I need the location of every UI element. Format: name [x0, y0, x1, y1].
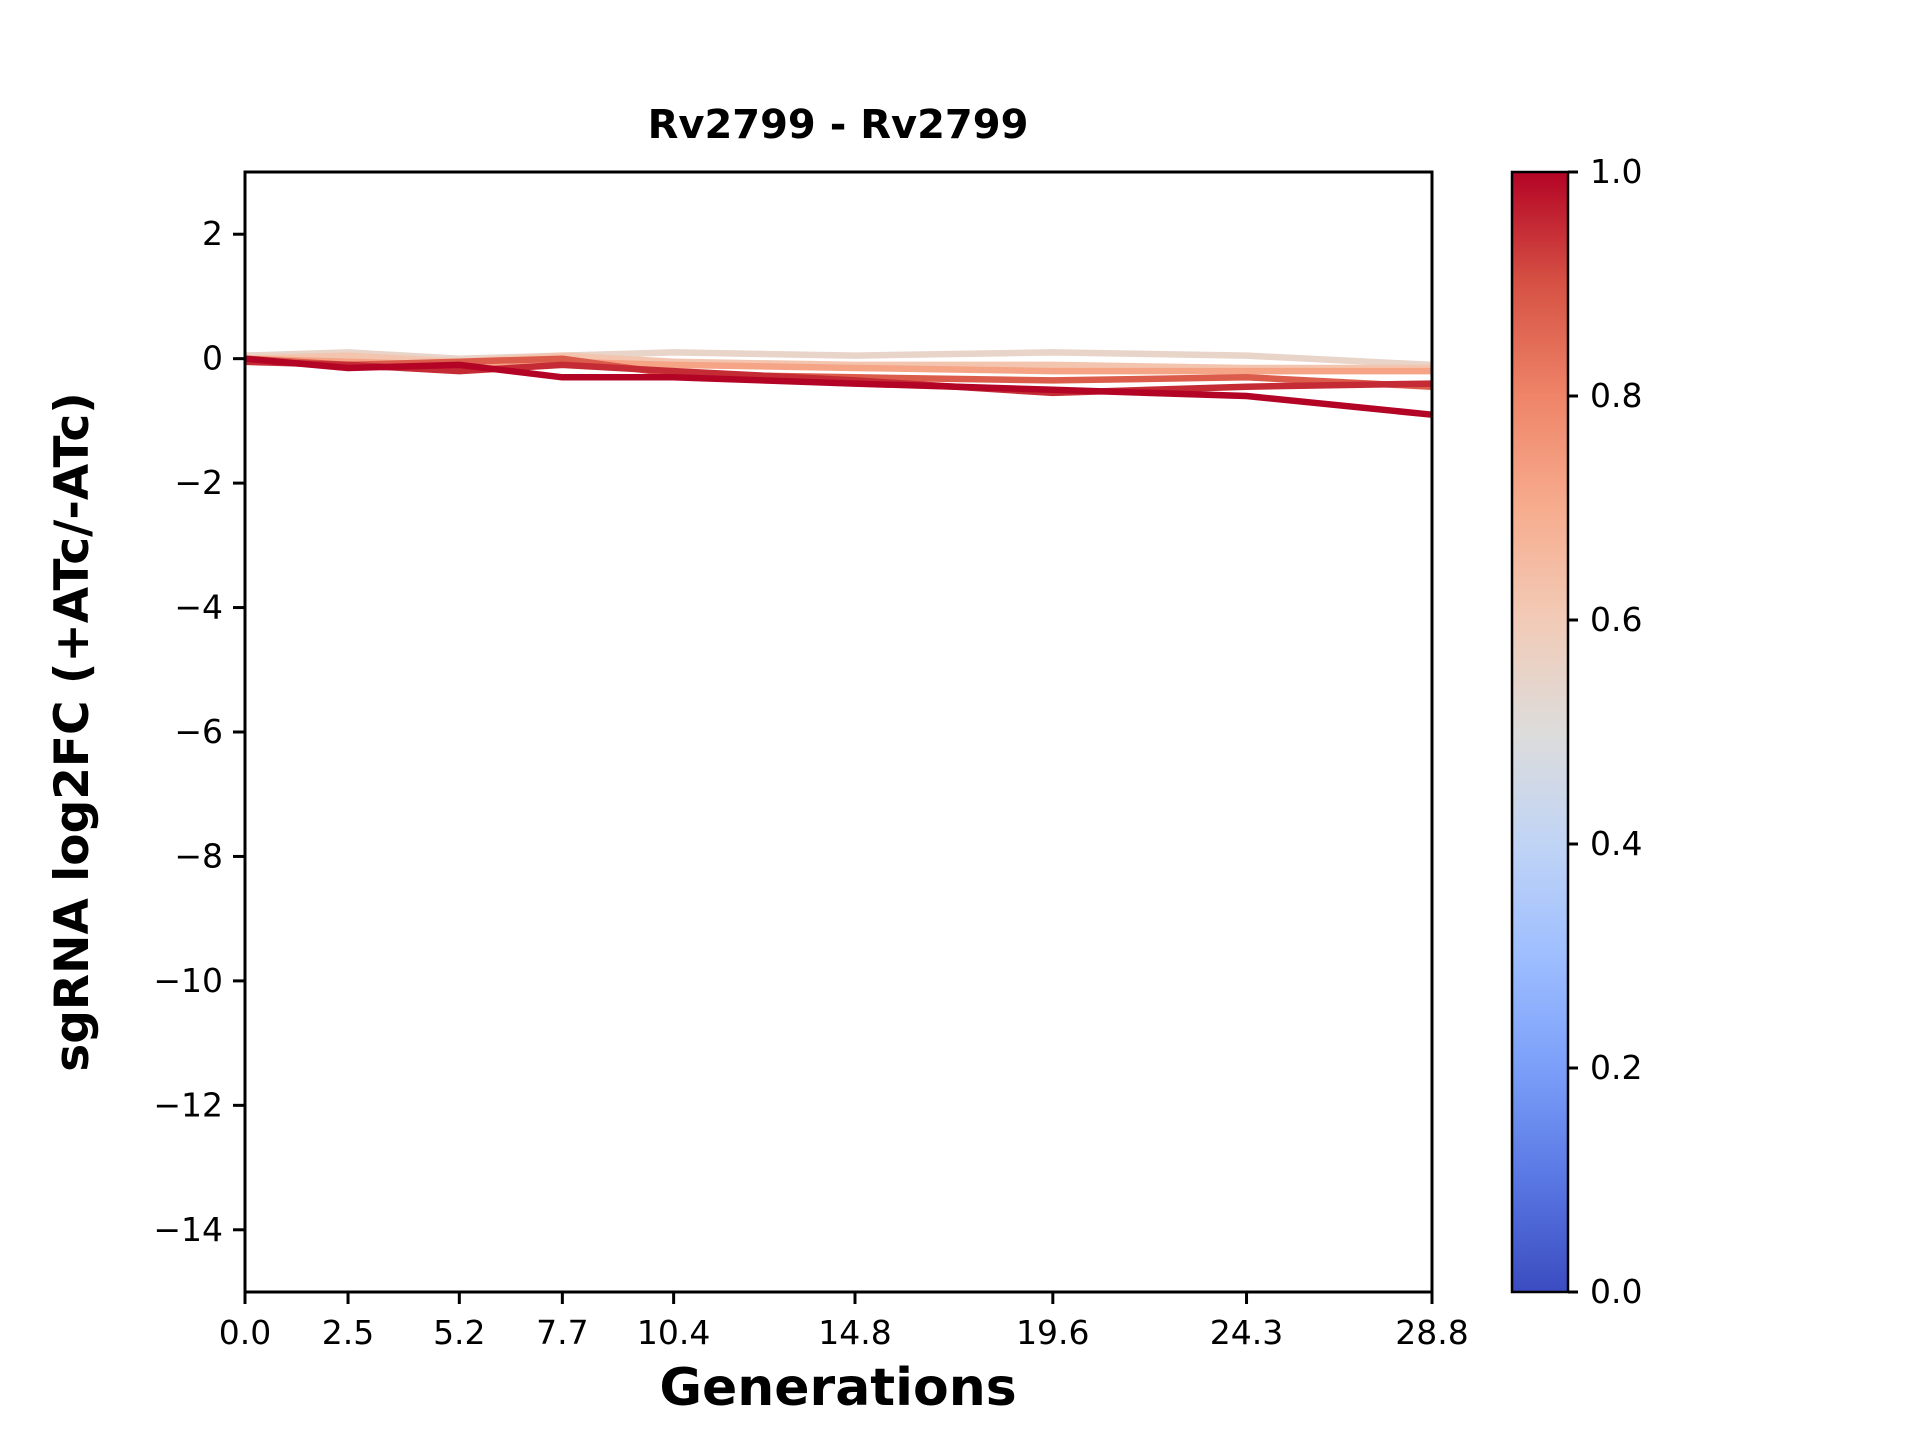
x-tick-label: 24.3 [1210, 1313, 1283, 1352]
y-axis-label: sgRNA log2FC (+ATc/-ATc) [45, 392, 100, 1071]
colorbar-tick-label: 0.6 [1590, 600, 1642, 639]
x-tick-label: 14.8 [818, 1313, 891, 1352]
x-tick-label: 28.8 [1395, 1313, 1468, 1352]
plot-frame [243, 170, 1434, 1294]
x-axis-label: Generations [659, 1358, 1016, 1418]
x-tick-label: 5.2 [433, 1313, 485, 1352]
x-tick-label: 2.5 [322, 1313, 374, 1352]
colorbar-group: 0.0 0.2 0.4 0.6 0.8 1.0 [1510, 152, 1642, 1311]
y-tick-label: −8 [174, 836, 223, 875]
y-tick-label: −10 [153, 961, 223, 1000]
x-tick-label: 7.7 [536, 1313, 588, 1352]
x-tick-label: 19.6 [1016, 1313, 1089, 1352]
chart-title: Rv2799 - Rv2799 [648, 102, 1029, 148]
colorbar-tick-label: 1.0 [1590, 152, 1642, 191]
y-tick-label: −2 [174, 463, 223, 502]
y-tick-label: −12 [153, 1085, 223, 1124]
plot-lines-group [244, 349, 1433, 418]
x-tick-label: 0.0 [219, 1313, 271, 1352]
x-tick-label: 10.4 [637, 1313, 710, 1352]
colorbar [1510, 170, 1570, 1294]
colorbar-tick-label: 0.0 [1590, 1272, 1642, 1311]
y-tick-label: 0 [202, 339, 223, 378]
y-tick-label: 2 [202, 214, 223, 253]
y-tick-label: −4 [174, 588, 223, 627]
colorbar-tick-label: 0.8 [1590, 376, 1642, 415]
colorbar-tick-label: 0.2 [1590, 1048, 1642, 1087]
y-tick-label: −14 [153, 1210, 223, 1249]
axis-ticks-group: 0.0 2.5 5.2 7.7 10.4 14.8 19.6 24.3 28.8 2 0 −2 −4 −6… [153, 214, 1468, 1352]
y-tick-label: −6 [174, 712, 223, 751]
colorbar-tick-label: 0.4 [1590, 824, 1642, 863]
series-line [244, 355, 1433, 418]
